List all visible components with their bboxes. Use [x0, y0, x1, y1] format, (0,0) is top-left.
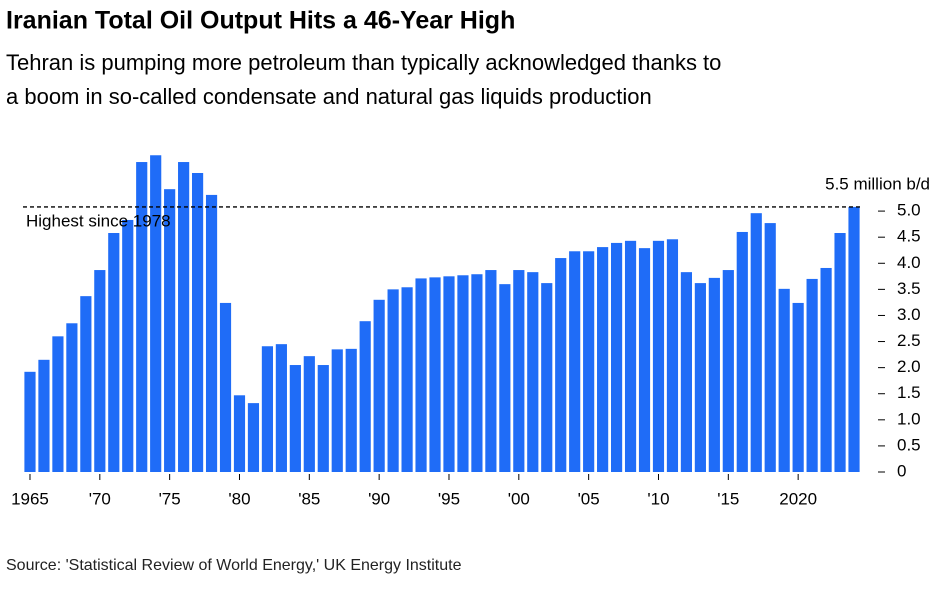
y-tick-label: 0.5: [897, 435, 921, 454]
bar: [275, 344, 287, 472]
chart-subtitle: Tehran is pumping more petroleum than ty…: [6, 50, 721, 75]
bar: [583, 251, 595, 472]
bar: [471, 274, 483, 472]
x-tick-label: '70: [89, 489, 111, 508]
y-tick-label: 1.5: [897, 383, 921, 402]
bar: [806, 278, 818, 472]
bar: [94, 270, 106, 472]
bar: [178, 162, 190, 473]
x-tick-label: '90: [368, 489, 390, 508]
bar: [624, 240, 637, 472]
bar: [373, 299, 385, 472]
source: Source: 'Statistical Review of World Ene…: [6, 557, 462, 574]
bar: [666, 239, 679, 472]
bar: [415, 278, 427, 472]
x-tick-label: '95: [438, 489, 460, 508]
y-tick-label: 4.5: [897, 227, 921, 246]
bar: [136, 162, 148, 473]
bar: [191, 172, 204, 473]
x-tick-label: 1965: [11, 489, 49, 508]
bar: [359, 321, 371, 472]
bar: [80, 296, 92, 472]
bar: [792, 302, 804, 472]
bar: [331, 349, 343, 472]
bar: [610, 242, 623, 472]
bar: [401, 287, 413, 472]
bar: [303, 356, 315, 472]
bar: [527, 272, 539, 472]
y-tick-label: 0: [897, 461, 906, 480]
bar: [66, 323, 78, 472]
bar: [499, 284, 511, 472]
bar: [555, 258, 567, 472]
y-tick-label: 2.0: [897, 357, 921, 376]
x-tick-label: '75: [159, 489, 181, 508]
bar: [317, 365, 329, 472]
y-tick-label: 5.5 million b/d: [825, 174, 930, 193]
bar: [541, 283, 553, 472]
bar: [122, 219, 134, 472]
bar: [52, 336, 64, 472]
bar: [708, 277, 720, 472]
x-tick-label: '80: [228, 489, 250, 508]
bar: [750, 213, 762, 473]
bar: [764, 223, 776, 472]
bar: [443, 276, 455, 472]
bar: [108, 233, 120, 472]
y-tick-label: 1.0: [897, 409, 921, 428]
bar: [261, 346, 274, 472]
bar: [652, 240, 665, 472]
x-tick-label: '00: [508, 489, 530, 508]
annotation: Highest since 1978: [26, 211, 171, 230]
bar: [569, 251, 581, 472]
x-tick-label: 2020: [779, 489, 817, 508]
bar: [247, 403, 260, 472]
bar: [722, 270, 734, 472]
bar: [736, 231, 748, 472]
bar: [848, 206, 860, 472]
bar: [205, 194, 218, 472]
bar: [513, 270, 525, 472]
chart-title: Iranian Total Oil Output Hits a 46-Year …: [6, 7, 515, 35]
y-tick-label: 5.0: [897, 201, 921, 220]
x-tick-label: '05: [578, 489, 600, 508]
y-tick-label: 4.0: [897, 253, 921, 272]
bar: [345, 348, 357, 472]
bar: [694, 283, 706, 472]
bar: [219, 302, 232, 472]
y-tick-label: 3.5: [897, 279, 921, 298]
x-tick-label: '85: [298, 489, 320, 508]
chart-subtitle: a boom in so-called condensate and natur…: [6, 84, 652, 109]
bar: [150, 155, 162, 473]
x-tick-label: '10: [647, 489, 669, 508]
y-tick-label: 2.5: [897, 331, 921, 350]
bar: [834, 233, 846, 472]
bar: [820, 267, 832, 472]
bar: [485, 270, 497, 472]
bar: [38, 359, 50, 472]
y-tick-label: 3.0: [897, 305, 921, 324]
bar: [638, 248, 651, 472]
bar: [289, 365, 301, 472]
bar: [24, 371, 36, 472]
x-tick-label: '15: [717, 489, 739, 508]
bar: [387, 289, 399, 472]
bar: [429, 277, 441, 472]
bar: [778, 288, 790, 472]
bar: [680, 272, 693, 472]
bar: [457, 275, 469, 472]
bar: [233, 395, 246, 472]
bar: [164, 189, 176, 472]
bar: [597, 247, 609, 472]
